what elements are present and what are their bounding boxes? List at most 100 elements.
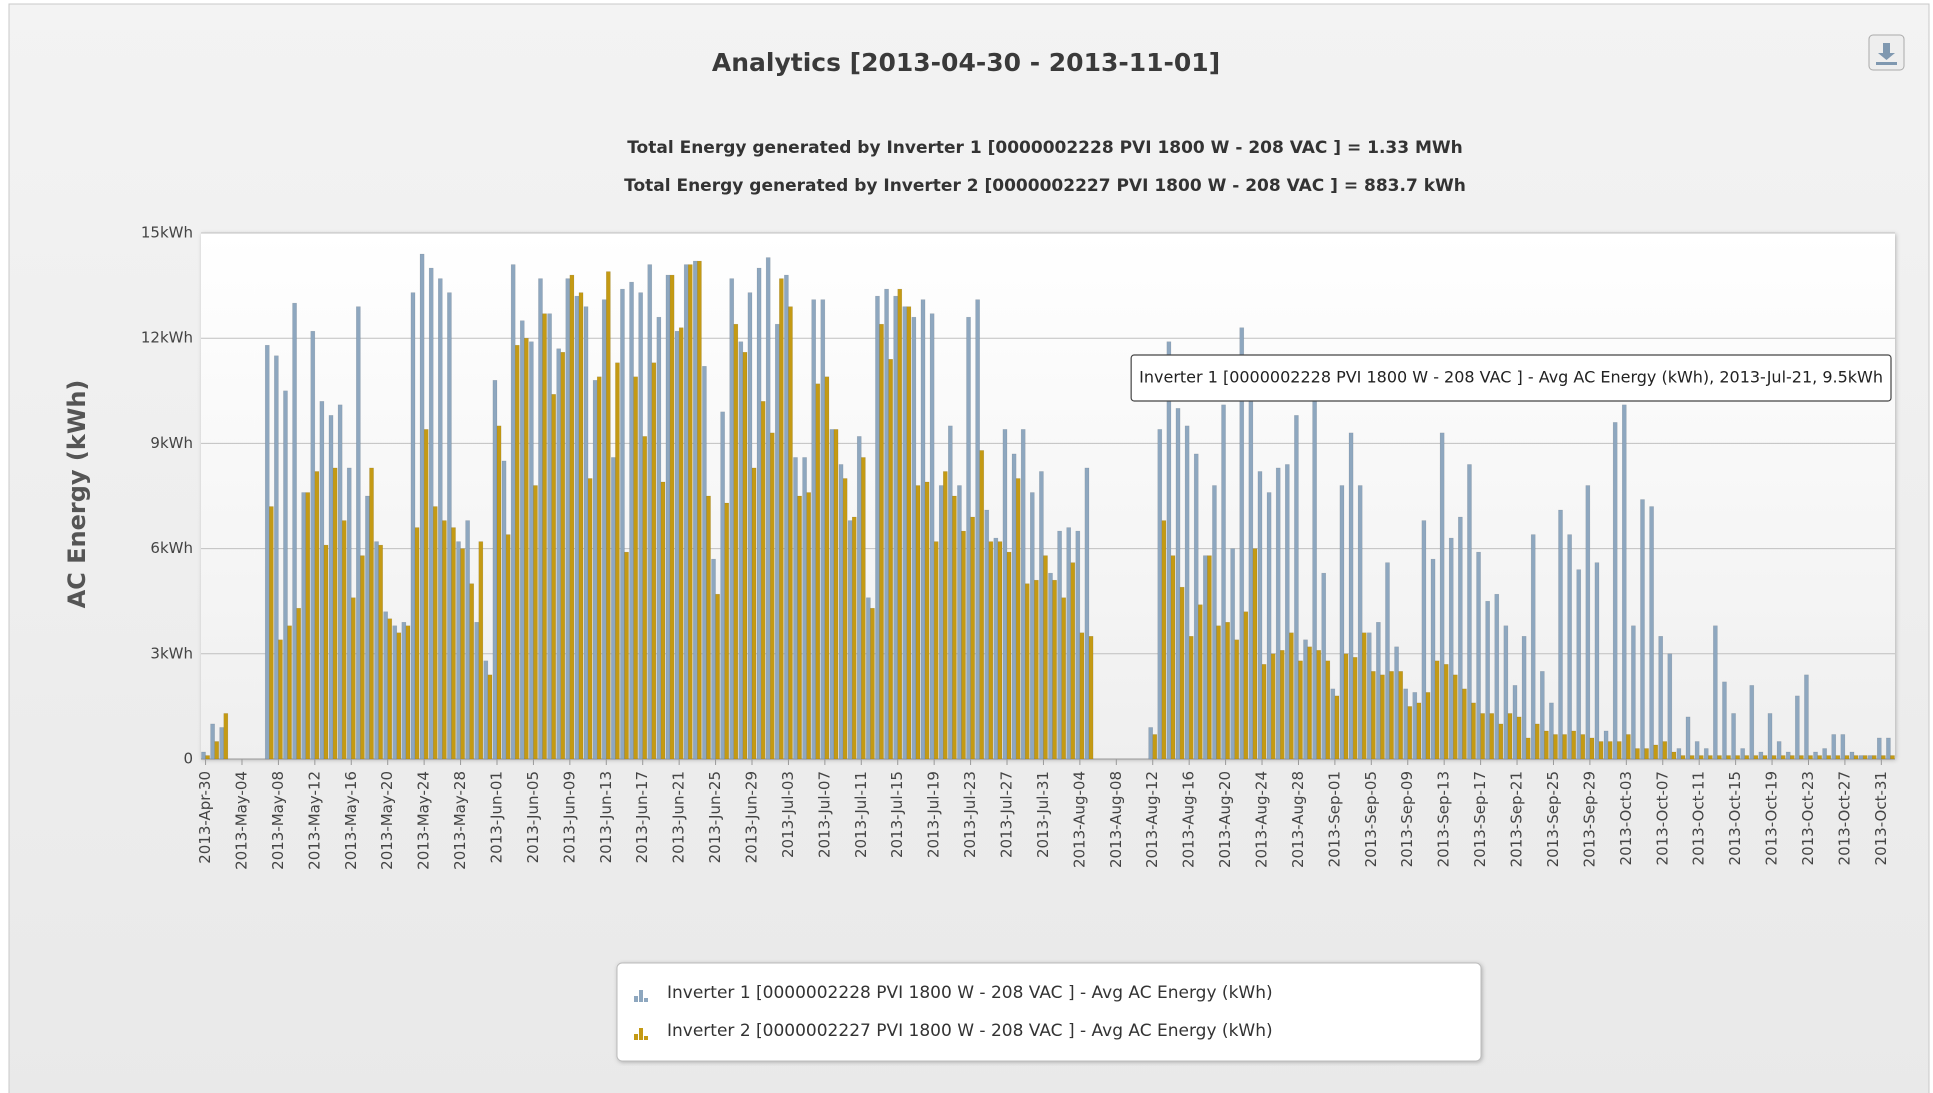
- bar: [1361, 632, 1367, 760]
- bar: [1771, 755, 1777, 760]
- bar: [524, 337, 529, 760]
- bar: [1749, 685, 1755, 760]
- x-tick-label: 2013-Sep-25: [1544, 771, 1562, 867]
- bar: [1325, 660, 1331, 760]
- bar: [1298, 660, 1303, 760]
- bar: [1485, 600, 1490, 760]
- legend-label: Inverter 1 [0000002228 PVI 1800 W - 208 …: [667, 983, 1273, 1003]
- legend-swatch: [634, 1034, 638, 1040]
- bar: [292, 302, 297, 760]
- bar: [842, 478, 848, 760]
- x-tick-label: 2013-Sep-17: [1471, 771, 1489, 867]
- bar: [1376, 621, 1381, 760]
- bar: [720, 411, 725, 760]
- bar: [742, 351, 748, 760]
- download-button[interactable]: [1868, 34, 1905, 71]
- bar: [697, 260, 702, 760]
- bar: [788, 306, 793, 760]
- x-tick-label: 2013-Oct-15: [1726, 771, 1744, 865]
- bar: [551, 394, 556, 760]
- legend-item[interactable]: Inverter 2 [0000002227 PVI 1800 W - 208 …: [634, 1021, 1273, 1041]
- bar: [1039, 471, 1044, 760]
- bar: [966, 316, 971, 760]
- bar: [547, 313, 552, 760]
- bar: [1188, 636, 1194, 760]
- legend-swatch: [644, 998, 648, 1002]
- bar: [1780, 755, 1786, 760]
- bar: [487, 674, 493, 760]
- bar: [1230, 548, 1235, 760]
- bar: [1070, 562, 1076, 760]
- bar: [410, 292, 416, 760]
- bar: [769, 432, 775, 760]
- bar: [1530, 534, 1536, 760]
- bar: [1443, 664, 1449, 760]
- bar: [1225, 621, 1230, 760]
- bar: [214, 741, 220, 760]
- x-tick-label: 2013-Aug-28: [1289, 771, 1307, 868]
- bar: [756, 267, 762, 760]
- bar: [569, 274, 575, 760]
- bar: [1407, 706, 1413, 760]
- y-tick-label: 9kWh: [150, 434, 193, 452]
- bar: [1890, 755, 1895, 760]
- bar: [902, 306, 908, 760]
- bar: [374, 541, 379, 760]
- bar: [296, 607, 301, 760]
- bar: [870, 607, 875, 760]
- bar: [328, 415, 334, 760]
- bar: [638, 292, 643, 760]
- bar: [943, 471, 948, 760]
- bar: [1840, 734, 1846, 760]
- bar: [797, 495, 802, 760]
- bar: [1844, 755, 1850, 760]
- bar: [1275, 467, 1281, 760]
- y-tick-label: 12kWh: [141, 329, 193, 347]
- y-axis-label: AC Energy (kWh): [63, 380, 91, 609]
- bar: [1366, 632, 1372, 760]
- x-tick-label: 2013-May-28: [451, 771, 469, 870]
- bar: [688, 264, 693, 760]
- bar: [1006, 551, 1012, 760]
- subtitle: Total Energy generated by Inverter 1 [00…: [627, 138, 1463, 158]
- bar: [1193, 453, 1199, 760]
- bar: [615, 362, 620, 760]
- bar: [1029, 492, 1035, 760]
- bar: [1713, 625, 1718, 760]
- x-tick-label: 2013-Jun-25: [706, 771, 724, 863]
- x-tick-label: 2013-Jul-15: [888, 771, 906, 858]
- bar: [1826, 755, 1832, 760]
- bar: [1175, 408, 1181, 760]
- bar: [556, 348, 561, 760]
- bar: [1649, 506, 1654, 760]
- bar: [1767, 713, 1773, 760]
- x-tick-label: 2013-Sep-21: [1508, 771, 1526, 867]
- bar: [1289, 632, 1294, 760]
- bar: [423, 429, 429, 760]
- x-tick-label: 2013-May-12: [305, 771, 323, 870]
- bar: [1334, 695, 1340, 760]
- legend-item[interactable]: Inverter 1 [0000002228 PVI 1800 W - 208 …: [634, 983, 1273, 1003]
- bar: [574, 295, 580, 760]
- bar: [733, 323, 739, 760]
- x-tick-label: 2013-May-20: [378, 771, 396, 870]
- tooltip-box: [1130, 354, 1892, 402]
- bar: [1252, 548, 1258, 760]
- bar: [1385, 562, 1390, 760]
- bar: [1881, 755, 1886, 760]
- bar: [1357, 485, 1363, 760]
- bar: [802, 457, 807, 760]
- bar: [1207, 555, 1212, 760]
- bar: [533, 485, 538, 760]
- bar: [519, 320, 525, 760]
- bar: [1731, 713, 1736, 760]
- x-tick-label: 2013-Sep-29: [1580, 771, 1598, 867]
- bar: [1694, 741, 1700, 760]
- bar: [1243, 611, 1249, 760]
- bar: [1203, 555, 1208, 760]
- bar: [1403, 688, 1408, 760]
- bar: [693, 260, 698, 760]
- bar: [888, 358, 893, 760]
- bar: [1662, 741, 1668, 760]
